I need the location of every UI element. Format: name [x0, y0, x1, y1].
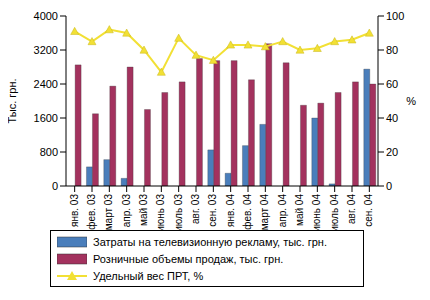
svg-text:янв. 03: янв. 03 [69, 194, 80, 227]
svg-text:авг. 03: авг. 03 [190, 194, 201, 224]
html-text:Затраты на телевизионную рекла: Затраты на телевизионную рекламу, тыс. г… [93, 235, 327, 248]
svg-text:фев. 03: фев. 03 [86, 194, 97, 230]
svg-text:сен. 03: сен. 03 [207, 194, 218, 227]
svg-text:авг. 04: авг. 04 [346, 194, 357, 224]
svg-text:янв. 04: янв. 04 [225, 194, 236, 227]
svg-text:800: 800 [40, 146, 58, 158]
svg-text:май 04: май 04 [294, 194, 305, 226]
svg-text:май 03: май 03 [138, 194, 149, 226]
svg-text:40: 40 [386, 112, 398, 124]
svg-text:100: 100 [386, 10, 404, 22]
svg-text:март 03: март 03 [103, 194, 114, 231]
svg-text:Тыс. грн.: Тыс. грн. [8, 78, 18, 123]
svg-text:%: % [406, 95, 416, 107]
html-text:Розничные объемы продаж, тыс.: Розничные объемы продаж, тыс. грн. [93, 252, 284, 265]
svg-text:март 04: март 04 [259, 194, 270, 231]
svg-text:фев. 04: фев. 04 [242, 194, 253, 230]
svg-text:20: 20 [386, 146, 398, 158]
svg-text:3200: 3200 [34, 44, 58, 56]
svg-text:апр. 03: апр. 03 [121, 194, 132, 228]
html-text:Удельный вес ПРТ, %: Удельный вес ПРТ, % [93, 269, 204, 282]
svg-text:апр. 04: апр. 04 [277, 194, 288, 228]
svg-text:июнь 03: июнь 03 [155, 194, 166, 232]
svg-text:июль 03: июль 03 [173, 194, 184, 232]
svg-text:60: 60 [386, 78, 398, 90]
svg-text:июль 04: июль 04 [329, 194, 340, 232]
svg-text:0: 0 [386, 180, 392, 192]
svg-text:2400: 2400 [34, 78, 58, 90]
svg-text:июнь 04: июнь 04 [311, 194, 322, 232]
svg-text:80: 80 [386, 44, 398, 56]
svg-text:4000: 4000 [34, 10, 58, 22]
svg-text:1600: 1600 [34, 112, 58, 124]
svg-text:сен. 04: сен. 04 [363, 194, 374, 227]
svg-text:0: 0 [52, 180, 58, 192]
